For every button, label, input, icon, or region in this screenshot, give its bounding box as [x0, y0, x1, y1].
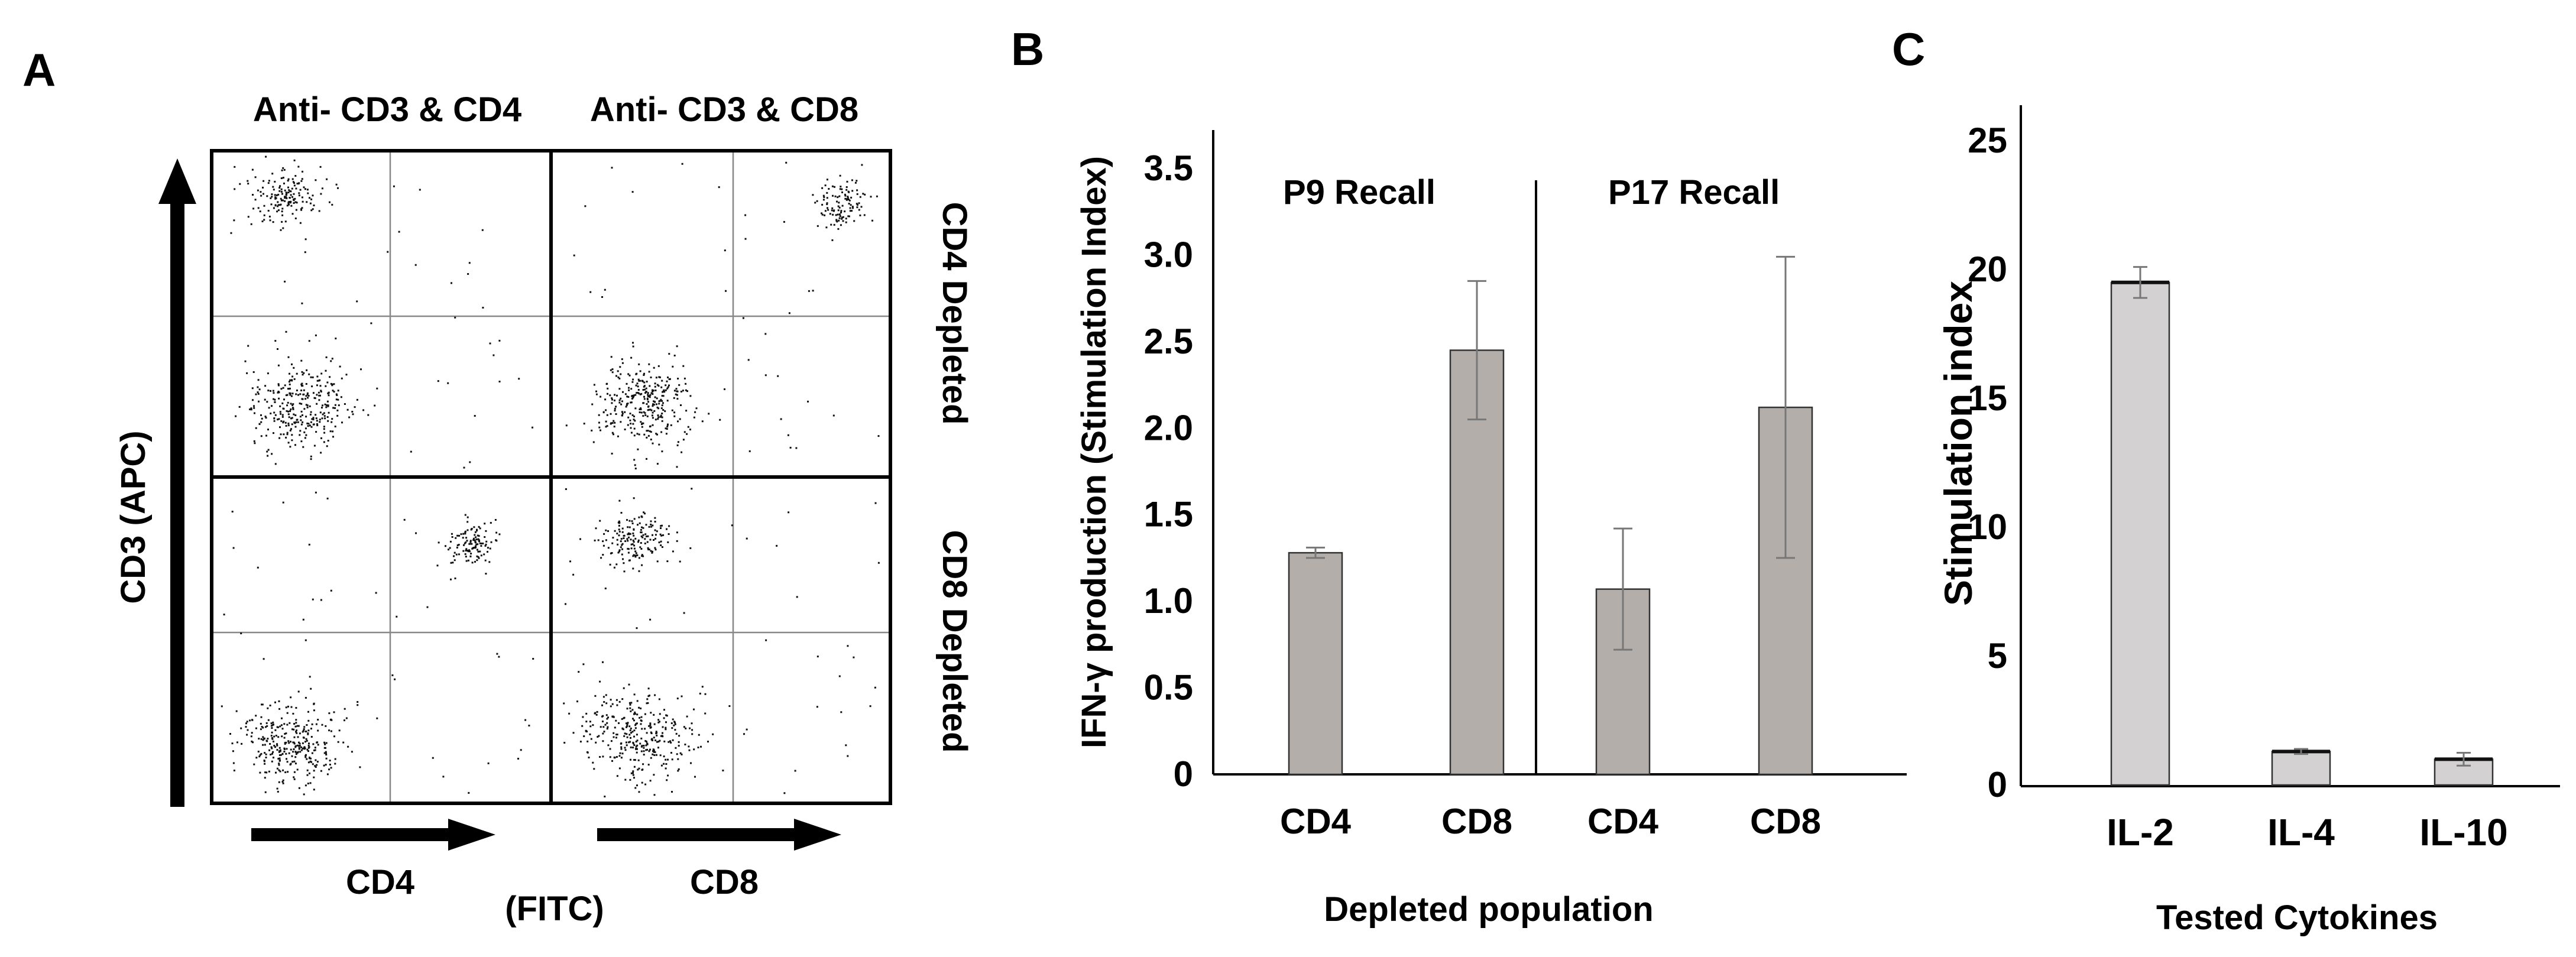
col-header-cd8: Anti- CD3 & CD8: [590, 90, 858, 129]
panel-b-ytick-label: 2.5: [1144, 322, 1193, 361]
panel-b-ytick-label: 3.0: [1144, 235, 1193, 274]
dot-plot-2: [553, 153, 889, 475]
panel-c-bar: [2271, 751, 2331, 786]
panel-c-ytick-label: 15: [1968, 378, 2007, 418]
panel-b-category-label: CD4: [1280, 802, 1352, 841]
panel-b-category-label: CD8: [1750, 802, 1821, 841]
event-dots: [230, 155, 533, 469]
panel-b-ytick-label: 0: [1174, 754, 1193, 794]
panel-c-bars: [2110, 266, 2494, 786]
panel-b-bar: [1288, 552, 1343, 776]
panel-b-category-label: CD8: [1441, 802, 1512, 841]
panel-c-category-label: IL-4: [2267, 811, 2335, 854]
panel-a-letter: A: [22, 44, 56, 96]
panel-c-ytick-label: 20: [1968, 249, 2007, 289]
panel-c: C Stimulation index Tested Cytokines 0 5 1…: [1892, 23, 2560, 937]
panel-c-category-labels: IL-2 IL-4 IL-10: [2107, 811, 2508, 854]
x-sublabel-cd8: CD8: [690, 863, 759, 901]
panel-b-x-label: Depleted population: [1324, 890, 1653, 929]
panel-b-bars: [1288, 255, 1813, 776]
group-label-p9: P9 Recall: [1283, 173, 1436, 212]
panel-c-ytick-labels: 0 5 10 15 20 25: [1968, 121, 2007, 804]
x-arrow-cd8-head: [794, 819, 841, 851]
panel-b-y-label: IFN-γ production (Stimulation Index): [1075, 156, 1113, 748]
panel-a: A Anti- CD3 & CD4 Anti- CD3 & CD8 CD3 (A…: [22, 44, 974, 928]
y-axis-label: CD3 (APC): [114, 430, 153, 604]
panel-b-ytick-label: 0.5: [1144, 668, 1193, 708]
group-label-p17: P17 Recall: [1608, 173, 1780, 212]
panel-c-ytick-label: 10: [1968, 507, 2007, 547]
dot-plot-3: [213, 479, 549, 802]
panel-c-bar: [2110, 281, 2170, 786]
row-label-cd4-depleted: CD4 Depleted: [935, 202, 974, 424]
x-arrow-cd4-head: [448, 819, 495, 851]
col-header-cd4: Anti- CD3 & CD4: [253, 90, 521, 129]
panel-c-y-label: Stimulation index: [1936, 281, 1980, 606]
dot-plot-grid: [210, 149, 892, 805]
panel-c-ytick-label: 0: [1988, 765, 2007, 804]
panel-b-letter: B: [1011, 23, 1044, 75]
panel-c-letter: C: [1892, 23, 1925, 75]
panel-c-x-label: Tested Cytokines: [2156, 898, 2438, 937]
panel-b-ytick-label: 3.5: [1144, 148, 1193, 188]
panel-c-category-label: IL-10: [2419, 811, 2507, 854]
panel-b-ytick-label: 2.0: [1144, 408, 1193, 447]
panel-b-ytick-labels: 0 0.5 1.0 1.5 2.0 2.5 3.0 3.5: [1144, 148, 1193, 794]
dot-plot-1: [213, 153, 549, 475]
panel-b-ytick-label: 1.5: [1144, 495, 1193, 534]
event-dots: [221, 491, 534, 796]
panel-c-category-label: IL-2: [2107, 811, 2174, 854]
panel-b-ytick-label: 1.0: [1144, 581, 1193, 621]
panel-b-category-label: CD4: [1587, 802, 1659, 841]
panel-c-ytick-label: 25: [1968, 121, 2007, 160]
panel-b: B P9 Recall P17 Recall IFN-γ production …: [1011, 23, 1907, 929]
panel-c-ytick-label: 5: [1988, 636, 2007, 676]
x-sublabel-cd4: CD4: [346, 863, 414, 901]
y-arrow-head: [158, 158, 196, 204]
row-label-cd8-depleted: CD8 Depleted: [935, 530, 974, 752]
x-axis-label-fitc: (FITC): [505, 890, 604, 928]
dot-plot-4: [553, 479, 889, 802]
panel-b-category-labels: CD4 CD8 CD4 CD8: [1280, 802, 1821, 841]
event-dots: [563, 488, 880, 797]
event-dots: [565, 161, 880, 470]
